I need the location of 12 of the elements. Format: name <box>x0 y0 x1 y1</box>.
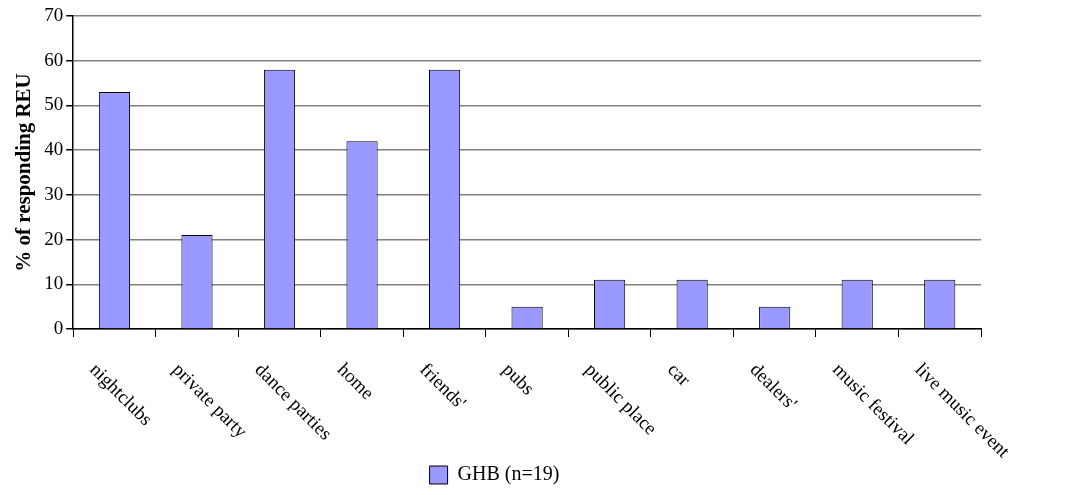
y-tick-label: 30 <box>44 182 64 204</box>
y-tick-label: 0 <box>53 316 64 338</box>
y-tick-label: 20 <box>44 227 64 249</box>
y-tick-label: 50 <box>44 93 64 115</box>
y-axis-title: % of responding REU <box>11 73 36 272</box>
legend-label: GHB (n=19) <box>457 462 560 486</box>
y-tick-label: 60 <box>44 48 64 70</box>
y-tick-label: 10 <box>44 272 64 294</box>
x-tick-label: pubs <box>498 358 539 399</box>
x-tick-label: car <box>663 358 696 391</box>
y-tick-label: 70 <box>44 3 64 25</box>
y-tick-label: 40 <box>44 138 64 160</box>
